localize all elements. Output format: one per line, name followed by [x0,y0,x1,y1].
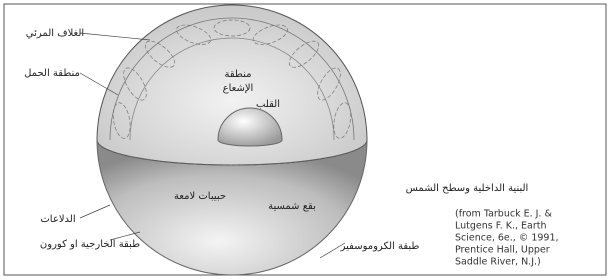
label: حبيبات لامعة [174,191,226,202]
label: طبقة الكروموسفير [340,241,420,252]
citation: (from Tarbuck E. J. &Lutgens F. K., Eart… [455,209,559,268]
label: الإشعاع [223,83,254,94]
diagram: الغلاف المرئي منطقة الحمل منطقة الإشعاع … [0,0,611,280]
citation-line: Prentice Hall, Upper [455,245,550,256]
citation-line: (from Tarbuck E. J. & [455,209,552,220]
label: طبقة الخارجية او كورون [40,239,140,250]
label: الدلاعات [40,214,75,225]
citation-line: Saddle River, N.J.) [455,257,541,268]
label: منطقة الحمل [24,68,80,79]
citation-line: Lutgens F. K., Earth [455,221,546,232]
label: الغلاف المرئي [26,28,84,39]
caption: البنية الداخلية وسطح الشمس [406,183,529,194]
label: منطقة [225,69,252,80]
label: القلب [256,99,280,110]
citation-line: Science, 6e., © 1991, [455,233,559,244]
label: بقع شمسية [268,201,316,212]
